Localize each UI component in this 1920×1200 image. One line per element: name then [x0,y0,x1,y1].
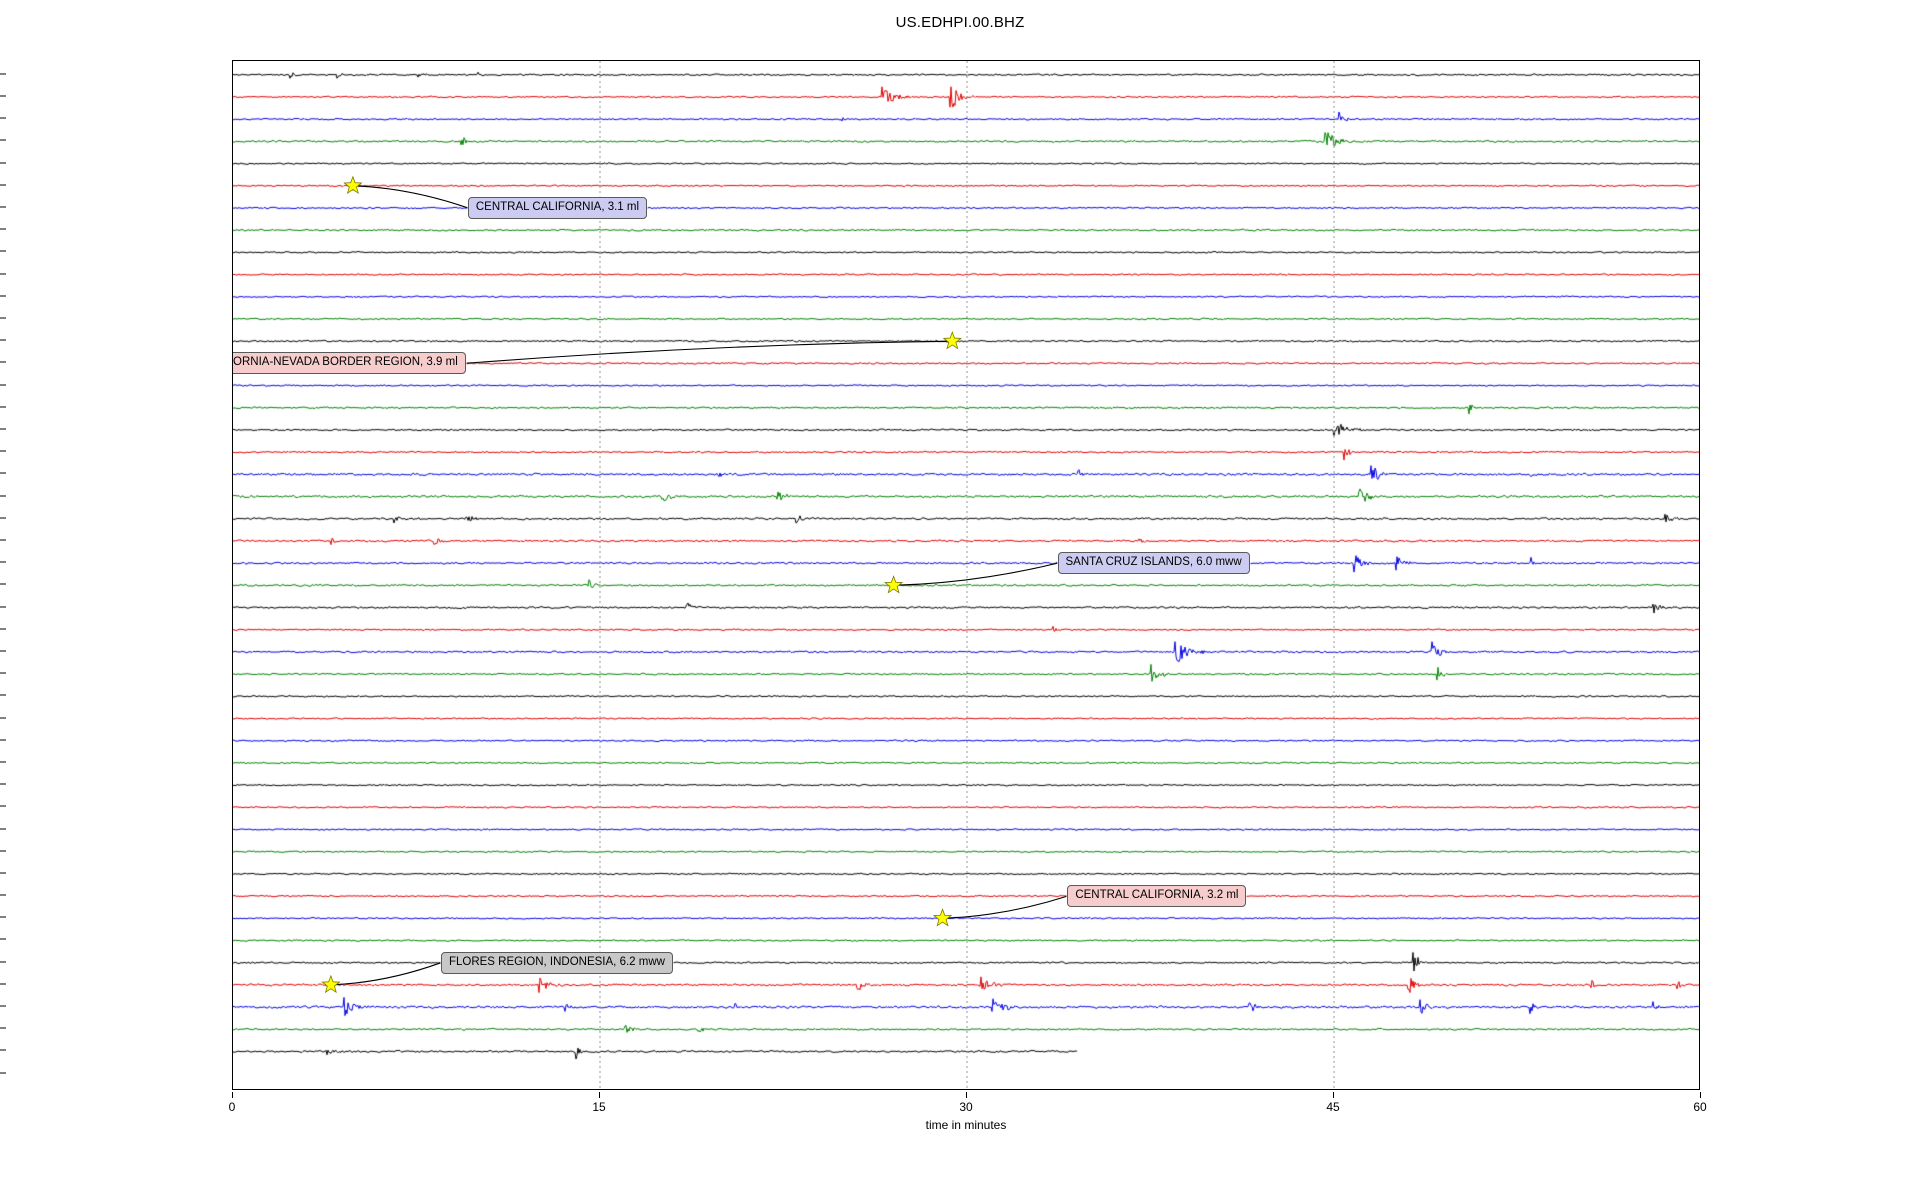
y-tick-mark [0,495,6,497]
y-tick-mark [0,361,6,363]
y-tick-mark [0,828,6,829]
y-tick-mark [0,1027,6,1029]
y-tick-mark [0,184,6,186]
y-tick-mark [0,317,6,319]
x-tick-label: 15 [592,1100,606,1114]
y-tick-mark [0,850,6,852]
y-tick-mark [0,606,6,608]
y-tick-mark [0,628,6,630]
y-tick-mark [0,916,6,918]
y-tick-mark [0,450,6,452]
y-tick-mark [0,583,6,585]
y-tick-mark [0,73,6,75]
y-tick-mark [0,694,6,696]
y-tick-mark [0,1005,6,1007]
plot-area: CENTRAL CALIFORNIA, 3.1 mlCALIFORNIA-NEV… [232,60,1700,1090]
y-tick-mark [0,938,6,940]
y-tick-mark [0,339,6,341]
y-tick-mark [0,517,6,519]
x-tick-mark [232,1092,233,1098]
y-axis-labels: 00:00:0301:00:0302:00:0303:00:0304:00:03… [0,60,232,1090]
y-tick-mark [0,117,6,119]
x-tick-mark [599,1092,600,1098]
x-tick-label: 30 [959,1100,973,1114]
y-tick-mark [0,384,6,386]
x-axis-labels: 0 15 30 45 60 [228,1092,1707,1132]
y-tick-mark [0,206,6,208]
y-tick-mark [0,805,6,807]
y-tick-mark [0,273,6,275]
page-title: US.EDHPI.00.BHZ [895,14,1025,31]
y-tick-mark [0,295,6,297]
y-tick-mark [0,672,6,674]
x-tick-mark [1333,1092,1334,1098]
y-tick-mark [0,761,6,763]
x-tick-label: 60 [1693,1100,1707,1114]
y-tick-mark [0,1049,6,1051]
y-tick-mark [0,717,6,718]
y-tick-mark [0,650,6,652]
y-tick-mark [0,872,6,874]
y-tick-mark [0,983,6,985]
y-tick-mark [0,95,6,97]
y-tick-mark [0,250,6,252]
y-tick-mark [0,561,6,563]
y-tick-mark [0,783,6,785]
x-tick-label: 0 [228,1100,236,1114]
x-axis-title: time in minutes [925,1118,1007,1132]
y-tick-mark [0,961,6,963]
y-tick-mark [0,406,6,408]
y-tick-mark [0,539,6,541]
y-tick-mark [0,739,6,741]
y-tick-mark [0,428,6,430]
x-tick-mark [966,1092,967,1098]
y-tick-mark [0,1072,6,1074]
y-tick-mark [0,162,6,164]
y-tick-mark [0,139,6,141]
y-tick-mark [0,228,6,230]
x-tick-label: 45 [1326,1100,1340,1114]
y-tick-mark [0,894,6,896]
x-tick-mark [1700,1092,1701,1098]
y-tick-mark [0,472,6,474]
seismogram-traces [233,61,1699,1089]
